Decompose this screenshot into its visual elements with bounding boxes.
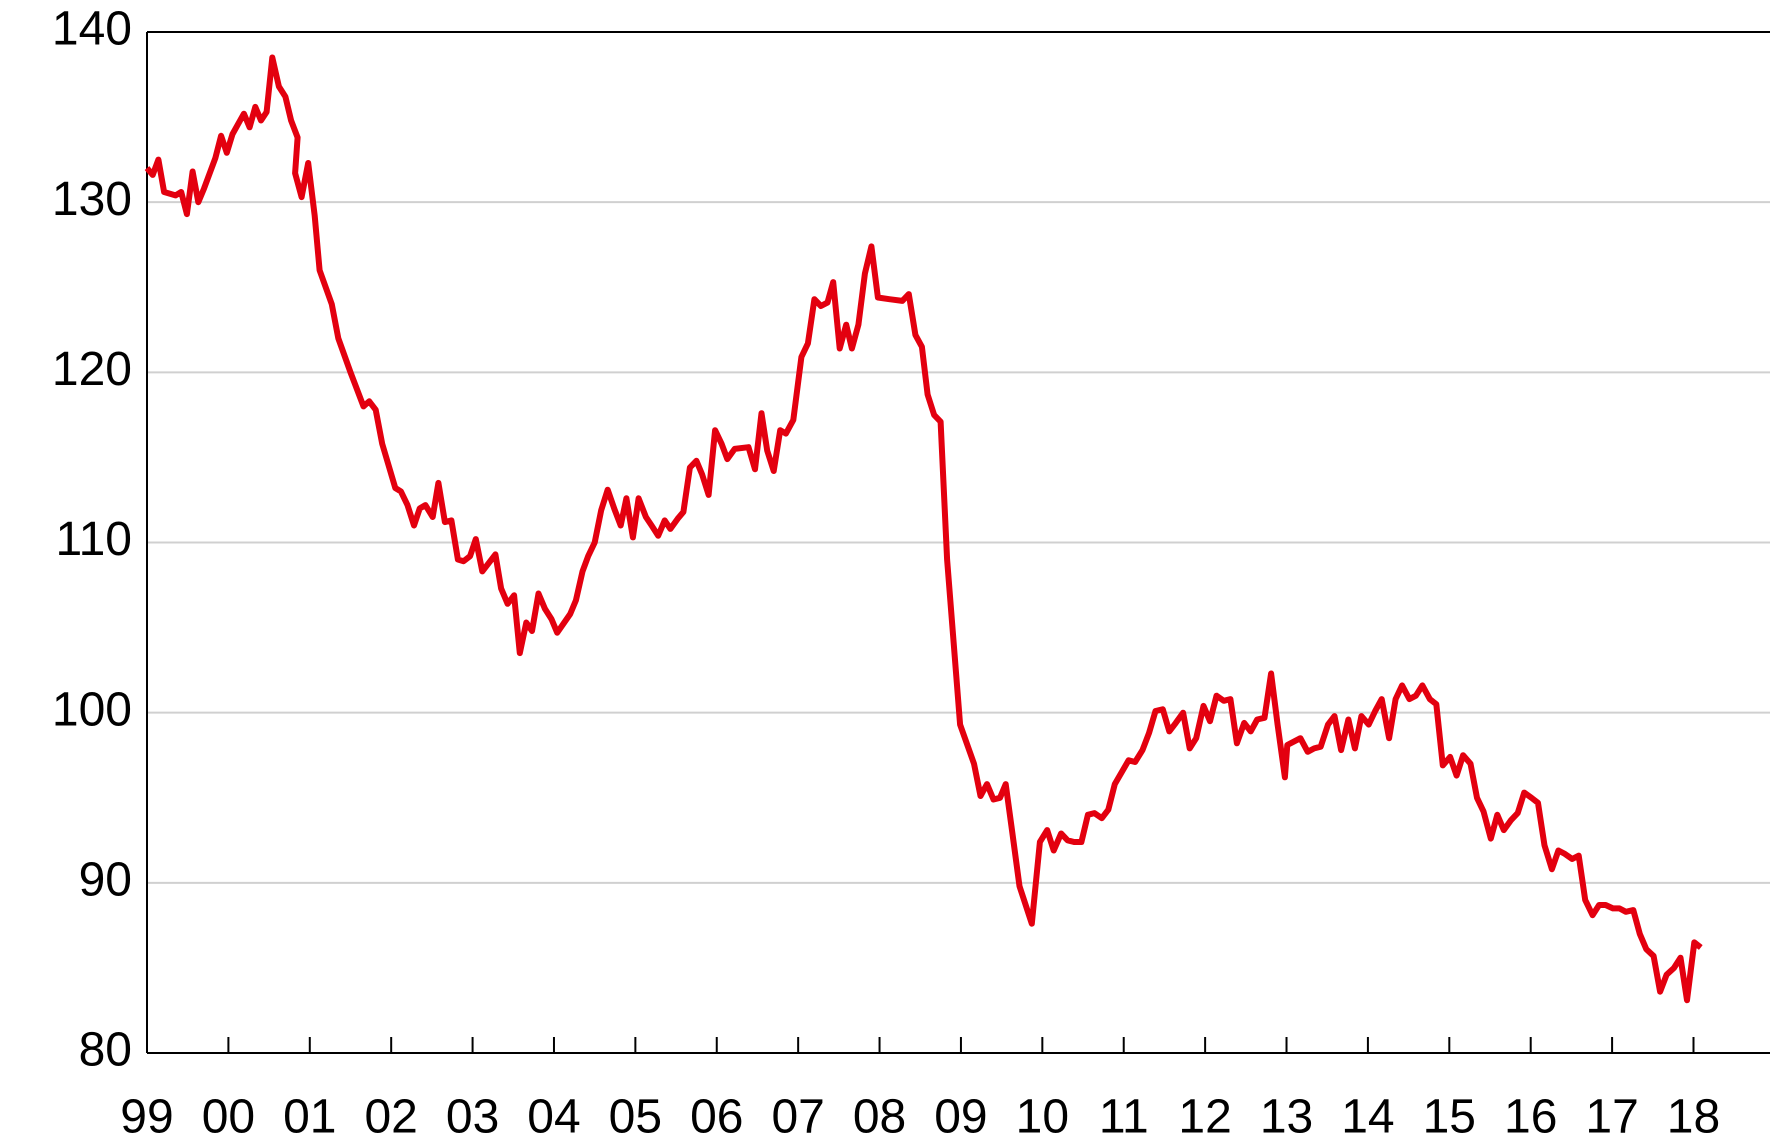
y-tick-label: 80 <box>79 1024 132 1077</box>
x-tick-label: 01 <box>283 1091 336 1142</box>
x-tick-label: 14 <box>1341 1091 1394 1142</box>
x-tick-label: 09 <box>934 1091 987 1142</box>
x-tick-label: 07 <box>771 1091 824 1142</box>
x-tick-label: 00 <box>202 1091 255 1142</box>
y-tick-label: 110 <box>55 513 132 566</box>
x-tick-label: 99 <box>120 1091 173 1142</box>
x-tick-label: 03 <box>446 1091 499 1142</box>
x-tick-label: 04 <box>527 1091 580 1142</box>
y-tick-label: 100 <box>52 683 132 736</box>
data-line <box>144 54 1703 1004</box>
x-tick-label: 06 <box>690 1091 743 1142</box>
x-tick-label: 02 <box>364 1091 417 1142</box>
x-tick-label: 11 <box>1099 1091 1149 1142</box>
x-tick-label: 08 <box>853 1091 906 1142</box>
y-tick-label: 130 <box>52 173 132 226</box>
y-tick-label: 90 <box>79 854 132 907</box>
x-tick-label: 18 <box>1667 1091 1720 1142</box>
x-tick-label: 05 <box>609 1091 662 1142</box>
x-tick-label: 15 <box>1423 1091 1476 1142</box>
x-tick-label: 12 <box>1178 1091 1231 1142</box>
x-tick-label: 13 <box>1260 1091 1313 1142</box>
x-tick-label: 10 <box>1016 1091 1069 1142</box>
x-tick-label: 17 <box>1585 1091 1638 1142</box>
y-tick-label: 120 <box>52 343 132 396</box>
y-tick-label: 140 <box>52 3 132 56</box>
x-tick-label: 16 <box>1504 1091 1557 1142</box>
